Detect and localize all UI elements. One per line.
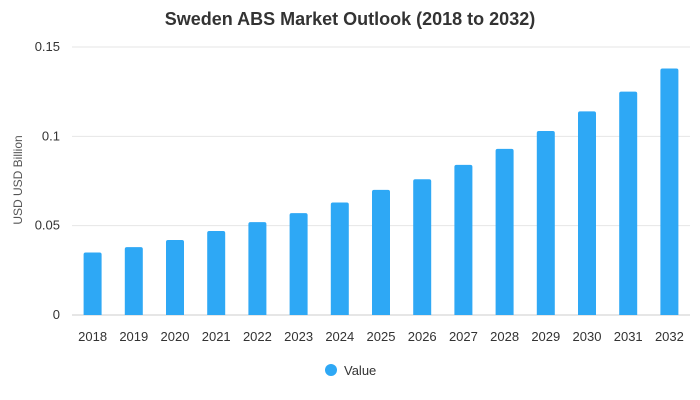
bar-2030[interactable] (578, 111, 596, 315)
bar-2020[interactable] (166, 239, 184, 315)
bar-2028[interactable] (495, 148, 514, 315)
y-tick-label: 0.05 (35, 218, 60, 233)
x-tick-label: 2018 (78, 329, 107, 344)
bar-2019[interactable] (124, 247, 143, 315)
bar-2032[interactable] (660, 68, 679, 315)
x-tick-label: 2021 (202, 329, 231, 344)
x-tick-label: 2023 (284, 329, 313, 344)
x-tick-label: 2031 (614, 329, 643, 344)
x-tick-label: 2022 (243, 329, 272, 344)
chart-title: Sweden ABS Market Outlook (2018 to 2032) (165, 9, 535, 29)
bar-2031[interactable] (619, 91, 638, 316)
bar-2021[interactable] (207, 231, 226, 315)
bar-2027[interactable] (454, 164, 473, 315)
x-tick-label: 2024 (325, 329, 354, 344)
x-axis-ticks: 2018 2019 2020 2021 2022 2023 2024 2025 2026 2027… (78, 329, 684, 344)
x-tick-label: 2029 (531, 329, 560, 344)
bar-2022[interactable] (248, 222, 267, 315)
x-tick-label: 2032 (655, 329, 684, 344)
y-tick-label: 0 (53, 307, 60, 322)
x-tick-label: 2026 (408, 329, 437, 344)
bar-2024[interactable] (330, 202, 349, 315)
x-tick-label: 2030 (573, 329, 602, 344)
x-tick-label: 2019 (119, 329, 148, 344)
bar-2018[interactable] (83, 252, 102, 315)
legend-label[interactable]: Value (344, 363, 376, 378)
x-tick-label: 2028 (490, 329, 519, 344)
legend-marker-circle-icon[interactable] (325, 364, 337, 376)
bar-2025[interactable] (372, 189, 390, 315)
y-tick-label: 0.15 (35, 39, 60, 54)
y-tick-label: 0.1 (42, 128, 60, 143)
x-tick-label: 2025 (367, 329, 396, 344)
bar-2029[interactable] (536, 130, 555, 315)
x-tick-label: 2027 (449, 329, 478, 344)
bars (83, 68, 679, 316)
x-tick-label: 2020 (161, 329, 190, 344)
legend[interactable]: Value (325, 363, 376, 378)
y-axis-ticks: 0 0.05 0.1 0.15 (35, 39, 60, 322)
bar-2026[interactable] (413, 179, 432, 315)
bar-2023[interactable] (289, 213, 308, 315)
y-axis-label: USD USD Billion (11, 135, 25, 224)
